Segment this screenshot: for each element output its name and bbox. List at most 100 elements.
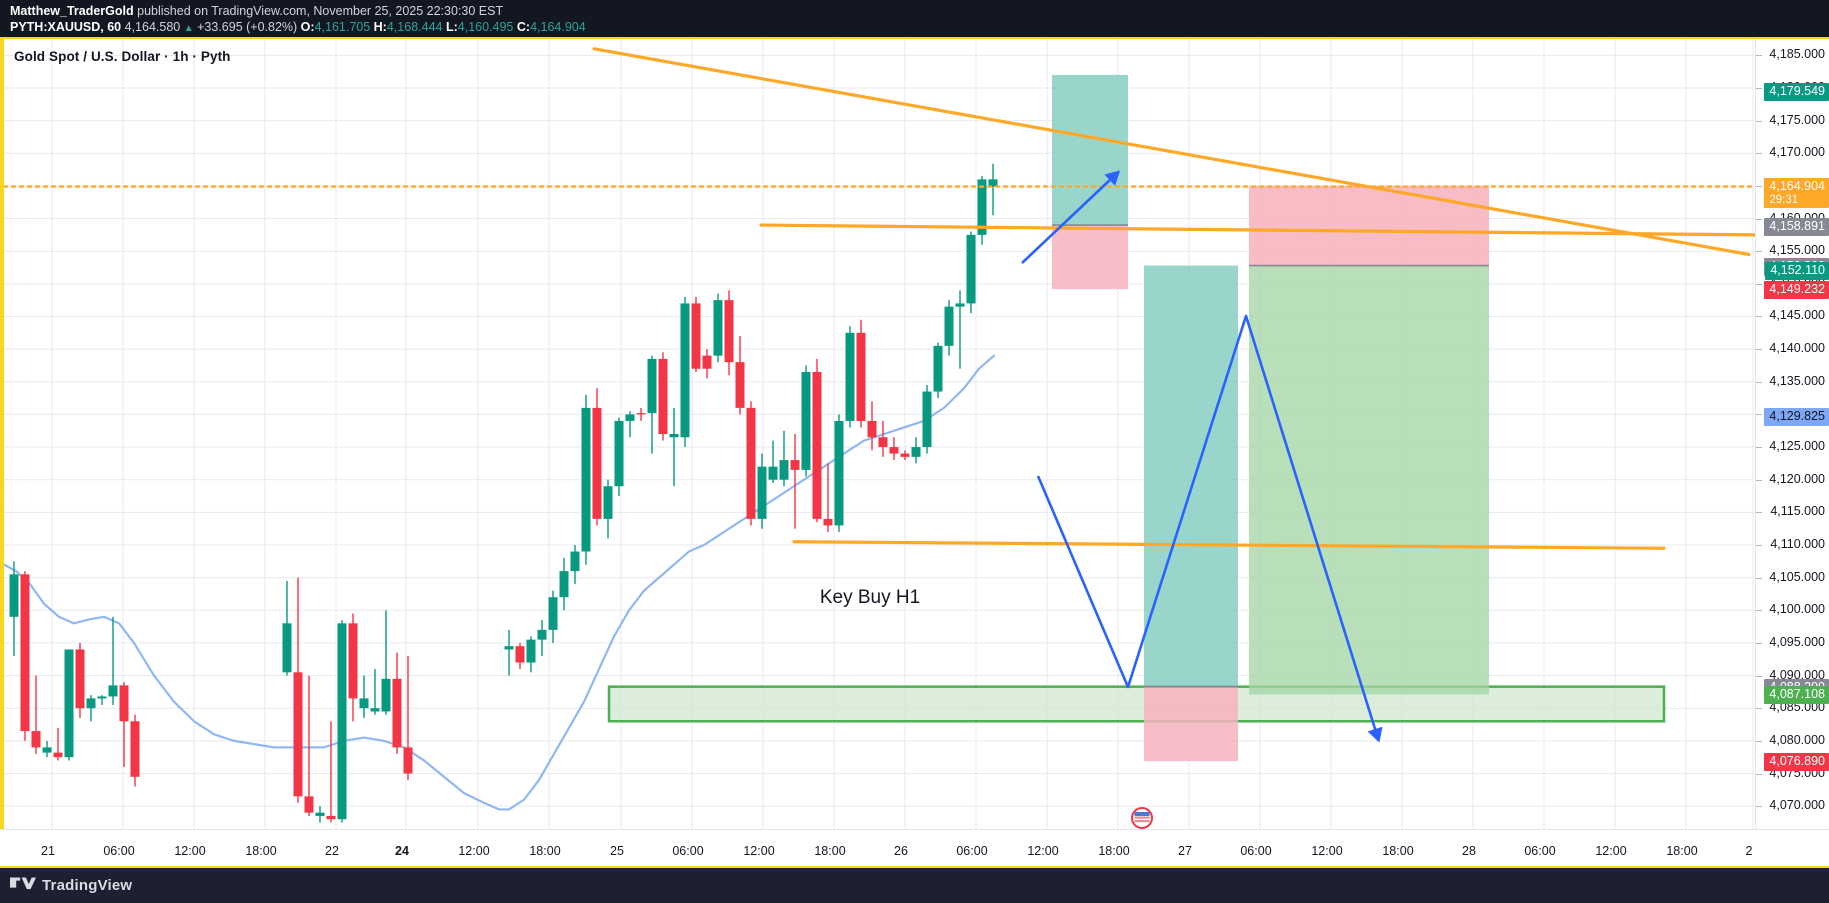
candle-body[interactable]: [403, 747, 413, 774]
candle-body[interactable]: [922, 391, 932, 448]
candle-body[interactable]: [64, 649, 74, 758]
candle-body[interactable]: [42, 747, 52, 753]
candle-body[interactable]: [713, 300, 723, 356]
us-economic-event[interactable]: [1131, 807, 1153, 829]
price-label-target-green-1[interactable]: 4,152.110: [1765, 262, 1829, 281]
candle-body[interactable]: [592, 407, 602, 519]
candle-body[interactable]: [691, 303, 701, 369]
candle-body[interactable]: [381, 678, 391, 712]
candle-body[interactable]: [326, 815, 336, 820]
candle-body[interactable]: [636, 413, 646, 415]
candle-body[interactable]: [724, 300, 734, 363]
price-label-moving-average[interactable]: 4,129.825: [1764, 407, 1829, 426]
candle-body[interactable]: [856, 332, 866, 421]
candle-body[interactable]: [779, 460, 789, 480]
candle-body[interactable]: [625, 414, 635, 421]
candle-body[interactable]: [966, 234, 976, 304]
candle-body[interactable]: [944, 306, 954, 346]
candle-body[interactable]: [669, 434, 679, 438]
candle-body[interactable]: [647, 358, 657, 414]
candle-body[interactable]: [31, 731, 41, 748]
candle-body[interactable]: [282, 623, 292, 673]
price-label-stop-red-2[interactable]: 4,076.890: [1764, 753, 1829, 772]
candle-body[interactable]: [548, 597, 558, 630]
short-position-1-profit-area[interactable]: [1249, 265, 1489, 695]
key-buy-annotation[interactable]: Key Buy H1: [820, 587, 920, 608]
time-axis[interactable]: 21 06:00 12:00 18:00 22 24 12:00 18:00 25 06:00 12…: [0, 829, 1829, 866]
long-position-2[interactable]: [1144, 265, 1238, 762]
horizontal-resistance[interactable]: [759, 223, 1755, 237]
long-position-2-risk-area[interactable]: [1144, 686, 1238, 762]
short-position-1-risk-area[interactable]: [1249, 185, 1489, 266]
candle-body[interactable]: [20, 574, 30, 732]
candle-body[interactable]: [86, 698, 96, 709]
candle-body[interactable]: [812, 371, 822, 519]
long-position-1[interactable]: [1052, 74, 1128, 290]
candle-body[interactable]: [735, 362, 745, 408]
candle-body[interactable]: [559, 571, 569, 598]
price-label-entry-gray-1[interactable]: 4,158.891: [1764, 217, 1829, 236]
candle-body[interactable]: [702, 355, 712, 369]
candle-body[interactable]: [537, 629, 547, 640]
candle-body[interactable]: [823, 518, 833, 526]
price-label-take-profit-upper[interactable]: 4,179.549: [1764, 82, 1829, 101]
candle-body[interactable]: [955, 303, 965, 307]
candle-body[interactable]: [614, 420, 624, 487]
candle-body[interactable]: [746, 407, 756, 519]
candle-body[interactable]: [526, 639, 536, 663]
candle-body[interactable]: [603, 486, 613, 519]
price-label-current-price[interactable]: 4,164.904 29:31: [1764, 177, 1829, 208]
horizontal-support[interactable]: [792, 540, 1666, 550]
candle-body[interactable]: [834, 420, 844, 526]
candle-body[interactable]: [9, 574, 19, 617]
candle-body[interactable]: [911, 447, 921, 457]
candle-body[interactable]: [337, 623, 347, 820]
candle-body[interactable]: [680, 303, 690, 438]
candlestick-series[interactable]: [9, 163, 998, 823]
candle-body[interactable]: [658, 358, 668, 434]
candle-body[interactable]: [130, 721, 140, 777]
candle-body[interactable]: [933, 345, 943, 392]
candle-body[interactable]: [304, 796, 314, 813]
candle-body[interactable]: [75, 649, 85, 709]
key-buy-zone[interactable]: [607, 685, 1666, 723]
long-position-2-profit-area[interactable]: [1144, 265, 1238, 687]
price-label-support-zone[interactable]: 4,087.108: [1764, 686, 1829, 705]
candle-body[interactable]: [900, 453, 910, 457]
candle-body[interactable]: [889, 447, 899, 454]
price-axis[interactable]: 4,185.0004,180.0004,175.0004,170.0004,16…: [1755, 39, 1829, 829]
candle-body[interactable]: [348, 623, 358, 699]
candle-body[interactable]: [977, 179, 987, 235]
candle-body[interactable]: [801, 371, 811, 470]
long-position-1-risk-area[interactable]: [1052, 225, 1128, 290]
chart-frame[interactable]: Key Buy H1 Gold Spot / U.S. Dollar · 1h …: [0, 37, 1829, 866]
candle-body[interactable]: [108, 685, 118, 697]
chart-plot-area[interactable]: Key Buy H1 Gold Spot / U.S. Dollar · 1h …: [4, 39, 1755, 829]
candle-body[interactable]: [988, 179, 998, 187]
price-label-stop-red-1[interactable]: 4,149.232: [1764, 280, 1829, 299]
candle-body[interactable]: [53, 752, 63, 758]
bullish-forecast-arrow[interactable]: [1021, 170, 1121, 264]
candle-body[interactable]: [845, 332, 855, 421]
candle-body[interactable]: [768, 466, 778, 480]
candle-body[interactable]: [359, 698, 369, 709]
candle-body[interactable]: [790, 460, 800, 470]
descending-resistance[interactable]: [592, 47, 1751, 257]
candle-body[interactable]: [504, 646, 514, 650]
candle-body[interactable]: [570, 551, 580, 572]
candle-body[interactable]: [293, 672, 303, 797]
bearish-retest-forecast[interactable]: [1036, 314, 1383, 743]
candle-body[interactable]: [878, 437, 888, 448]
short-position-1[interactable]: [1249, 185, 1489, 695]
candle-body[interactable]: [97, 696, 107, 699]
candle-body[interactable]: [392, 678, 402, 748]
long-position-1-profit-area[interactable]: [1052, 74, 1128, 226]
candle-body[interactable]: [315, 812, 325, 816]
candle-body[interactable]: [867, 420, 877, 438]
candle-body[interactable]: [757, 466, 767, 519]
chart-canvas[interactable]: Key Buy H1: [4, 39, 1755, 829]
candle-body[interactable]: [515, 646, 525, 663]
candle-body[interactable]: [370, 708, 380, 712]
candle-body[interactable]: [119, 685, 129, 722]
candle-body[interactable]: [581, 407, 591, 552]
